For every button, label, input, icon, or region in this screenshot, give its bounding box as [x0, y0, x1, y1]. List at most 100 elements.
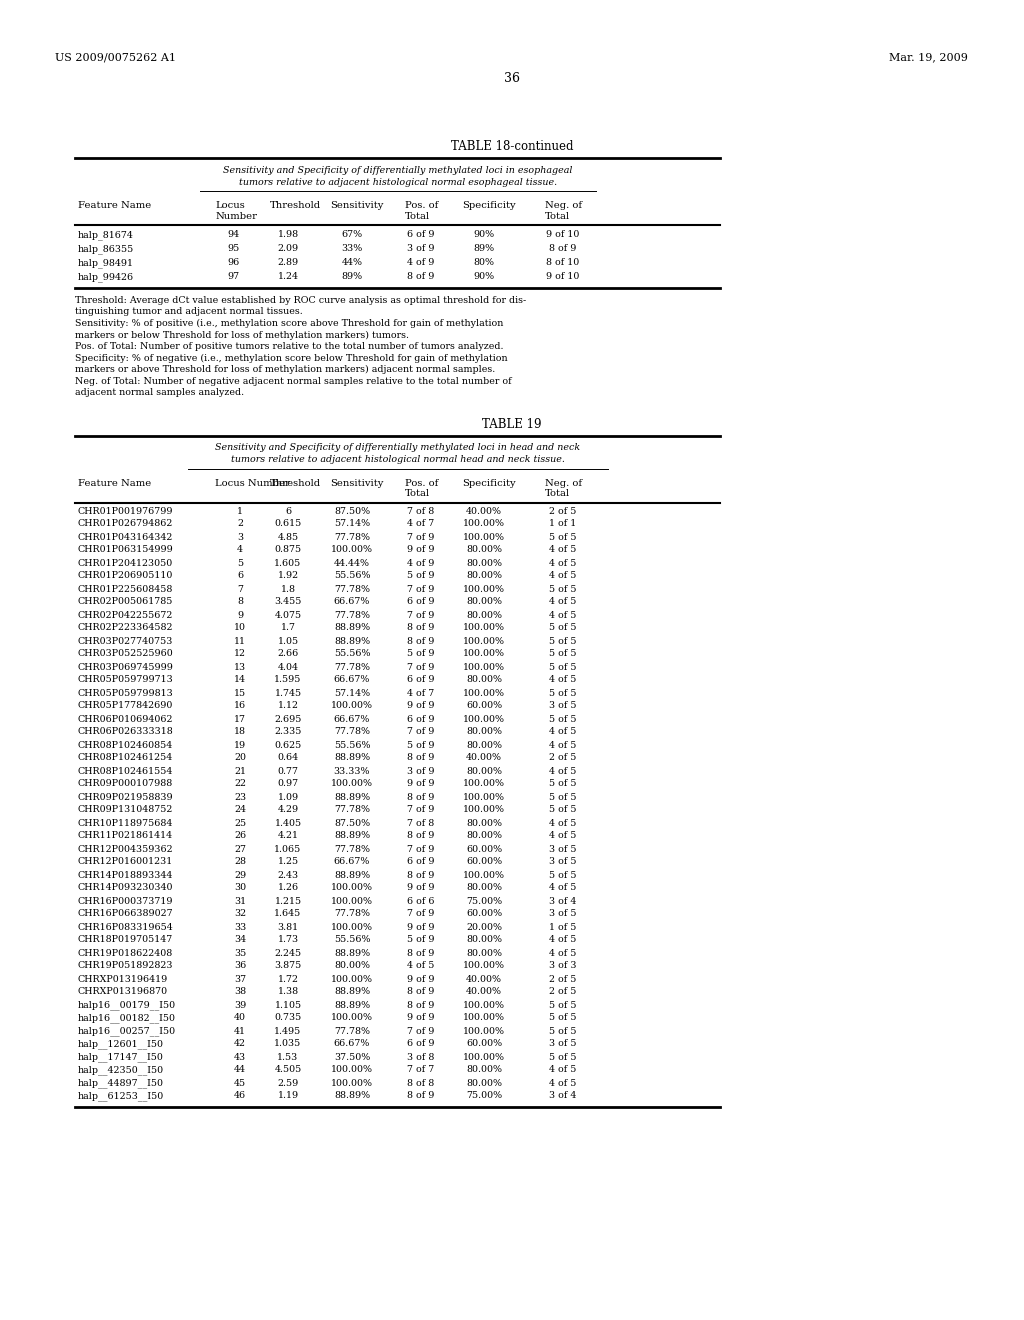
Text: 44: 44: [234, 1065, 246, 1074]
Text: 8 of 9: 8 of 9: [549, 244, 577, 253]
Text: 4 of 5: 4 of 5: [549, 818, 577, 828]
Text: CHR02P005061785: CHR02P005061785: [78, 598, 173, 606]
Text: Neg. of: Neg. of: [545, 201, 582, 210]
Text: 66.67%: 66.67%: [334, 714, 371, 723]
Text: 8 of 8: 8 of 8: [408, 1078, 434, 1088]
Text: 3.875: 3.875: [274, 961, 302, 970]
Text: 90%: 90%: [473, 272, 495, 281]
Text: CHR12P016001231: CHR12P016001231: [78, 858, 173, 866]
Text: 4 of 5: 4 of 5: [549, 832, 577, 841]
Text: 5 of 5: 5 of 5: [549, 1001, 577, 1010]
Text: 5 of 9: 5 of 9: [408, 649, 435, 659]
Text: Pos. of: Pos. of: [406, 479, 438, 487]
Text: CHR06P026333318: CHR06P026333318: [78, 727, 174, 737]
Text: 5 of 5: 5 of 5: [549, 585, 577, 594]
Text: 87.50%: 87.50%: [334, 818, 370, 828]
Text: 1 of 5: 1 of 5: [549, 923, 577, 932]
Text: 2 of 5: 2 of 5: [549, 754, 577, 763]
Text: 4.075: 4.075: [274, 610, 301, 619]
Text: 4 of 9: 4 of 9: [408, 257, 434, 267]
Text: 3 of 3: 3 of 3: [549, 961, 577, 970]
Text: halp16__00179__I50: halp16__00179__I50: [78, 1001, 176, 1010]
Text: 4 of 5: 4 of 5: [549, 558, 577, 568]
Text: 100.00%: 100.00%: [463, 714, 505, 723]
Text: 1.745: 1.745: [274, 689, 301, 697]
Text: halp__61253__I50: halp__61253__I50: [78, 1092, 164, 1101]
Text: 3 of 4: 3 of 4: [549, 1092, 577, 1101]
Text: CHR16P000373719: CHR16P000373719: [78, 896, 173, 906]
Text: 77.78%: 77.78%: [334, 663, 370, 672]
Text: 8 of 9: 8 of 9: [408, 870, 434, 879]
Text: 41: 41: [234, 1027, 246, 1035]
Text: 7 of 9: 7 of 9: [408, 1027, 434, 1035]
Text: 3 of 5: 3 of 5: [549, 701, 577, 710]
Text: 8 of 9: 8 of 9: [408, 987, 434, 997]
Text: 80.00%: 80.00%: [466, 545, 502, 554]
Text: 80.00%: 80.00%: [466, 598, 502, 606]
Text: 5 of 5: 5 of 5: [549, 532, 577, 541]
Text: 88.89%: 88.89%: [334, 832, 370, 841]
Text: Threshold: Threshold: [270, 201, 322, 210]
Text: 100.00%: 100.00%: [463, 780, 505, 788]
Text: 1.8: 1.8: [281, 585, 296, 594]
Text: Threshold: Average dCt value established by ROC curve analysis as optimal thresh: Threshold: Average dCt value established…: [75, 296, 526, 305]
Text: 9: 9: [237, 610, 243, 619]
Text: markers or above Threshold for loss of methylation markers) adjacent normal samp: markers or above Threshold for loss of m…: [75, 366, 496, 374]
Text: Sensitivity: % of positive (i.e., methylation score above Threshold for gain of : Sensitivity: % of positive (i.e., methyl…: [75, 319, 504, 329]
Text: 5 of 5: 5 of 5: [549, 689, 577, 697]
Text: halp_98491: halp_98491: [78, 257, 134, 268]
Text: 24: 24: [234, 805, 246, 814]
Text: 100.00%: 100.00%: [463, 689, 505, 697]
Text: CHR06P010694062: CHR06P010694062: [78, 714, 173, 723]
Text: 77.78%: 77.78%: [334, 727, 370, 737]
Text: 1.38: 1.38: [278, 987, 299, 997]
Text: CHR03P069745999: CHR03P069745999: [78, 663, 174, 672]
Text: 6 of 9: 6 of 9: [408, 858, 435, 866]
Text: 3.81: 3.81: [278, 923, 299, 932]
Text: 5 of 5: 5 of 5: [549, 663, 577, 672]
Text: 4 of 5: 4 of 5: [549, 883, 577, 892]
Text: 100.00%: 100.00%: [463, 870, 505, 879]
Text: CHR19P051892823: CHR19P051892823: [78, 961, 173, 970]
Text: CHR01P204123050: CHR01P204123050: [78, 558, 173, 568]
Text: Feature Name: Feature Name: [78, 479, 152, 487]
Text: halp__12601__I50: halp__12601__I50: [78, 1040, 164, 1049]
Text: 16: 16: [233, 701, 246, 710]
Text: tumors relative to adjacent histological normal head and neck tissue.: tumors relative to adjacent histological…: [231, 455, 565, 465]
Text: 100.00%: 100.00%: [331, 780, 373, 788]
Text: CHRXP013196870: CHRXP013196870: [78, 987, 168, 997]
Text: 3: 3: [237, 532, 243, 541]
Text: 1.53: 1.53: [278, 1052, 299, 1061]
Text: 88.89%: 88.89%: [334, 949, 370, 957]
Text: 100.00%: 100.00%: [463, 1014, 505, 1023]
Text: 7: 7: [237, 585, 243, 594]
Text: 3 of 9: 3 of 9: [408, 244, 435, 253]
Text: 67%: 67%: [341, 230, 362, 239]
Text: 6 of 9: 6 of 9: [408, 1040, 435, 1048]
Text: 80.00%: 80.00%: [334, 961, 370, 970]
Text: tinguishing tumor and adjacent normal tissues.: tinguishing tumor and adjacent normal ti…: [75, 308, 303, 317]
Text: 2.245: 2.245: [274, 949, 301, 957]
Text: 100.00%: 100.00%: [463, 792, 505, 801]
Text: 1.12: 1.12: [278, 701, 299, 710]
Text: 43: 43: [233, 1052, 246, 1061]
Text: 5 of 9: 5 of 9: [408, 936, 435, 945]
Text: Neg. of Total: Number of negative adjacent normal samples relative to the total : Neg. of Total: Number of negative adjace…: [75, 376, 512, 385]
Text: 95: 95: [227, 244, 240, 253]
Text: 4.21: 4.21: [278, 832, 299, 841]
Text: 100.00%: 100.00%: [463, 1052, 505, 1061]
Text: 80.00%: 80.00%: [466, 727, 502, 737]
Text: 7 of 9: 7 of 9: [408, 532, 434, 541]
Text: adjacent normal samples analyzed.: adjacent normal samples analyzed.: [75, 388, 244, 397]
Text: 96: 96: [227, 257, 240, 267]
Text: 42: 42: [234, 1040, 246, 1048]
Text: 1.73: 1.73: [278, 936, 299, 945]
Text: halp16__00182__I50: halp16__00182__I50: [78, 1014, 176, 1023]
Text: 9 of 9: 9 of 9: [408, 974, 435, 983]
Text: 100.00%: 100.00%: [463, 520, 505, 528]
Text: CHRXP013196419: CHRXP013196419: [78, 974, 168, 983]
Text: 55.56%: 55.56%: [334, 572, 371, 581]
Text: CHR08P102460854: CHR08P102460854: [78, 741, 173, 750]
Text: Feature Name: Feature Name: [78, 201, 152, 210]
Text: 5 of 5: 5 of 5: [549, 1014, 577, 1023]
